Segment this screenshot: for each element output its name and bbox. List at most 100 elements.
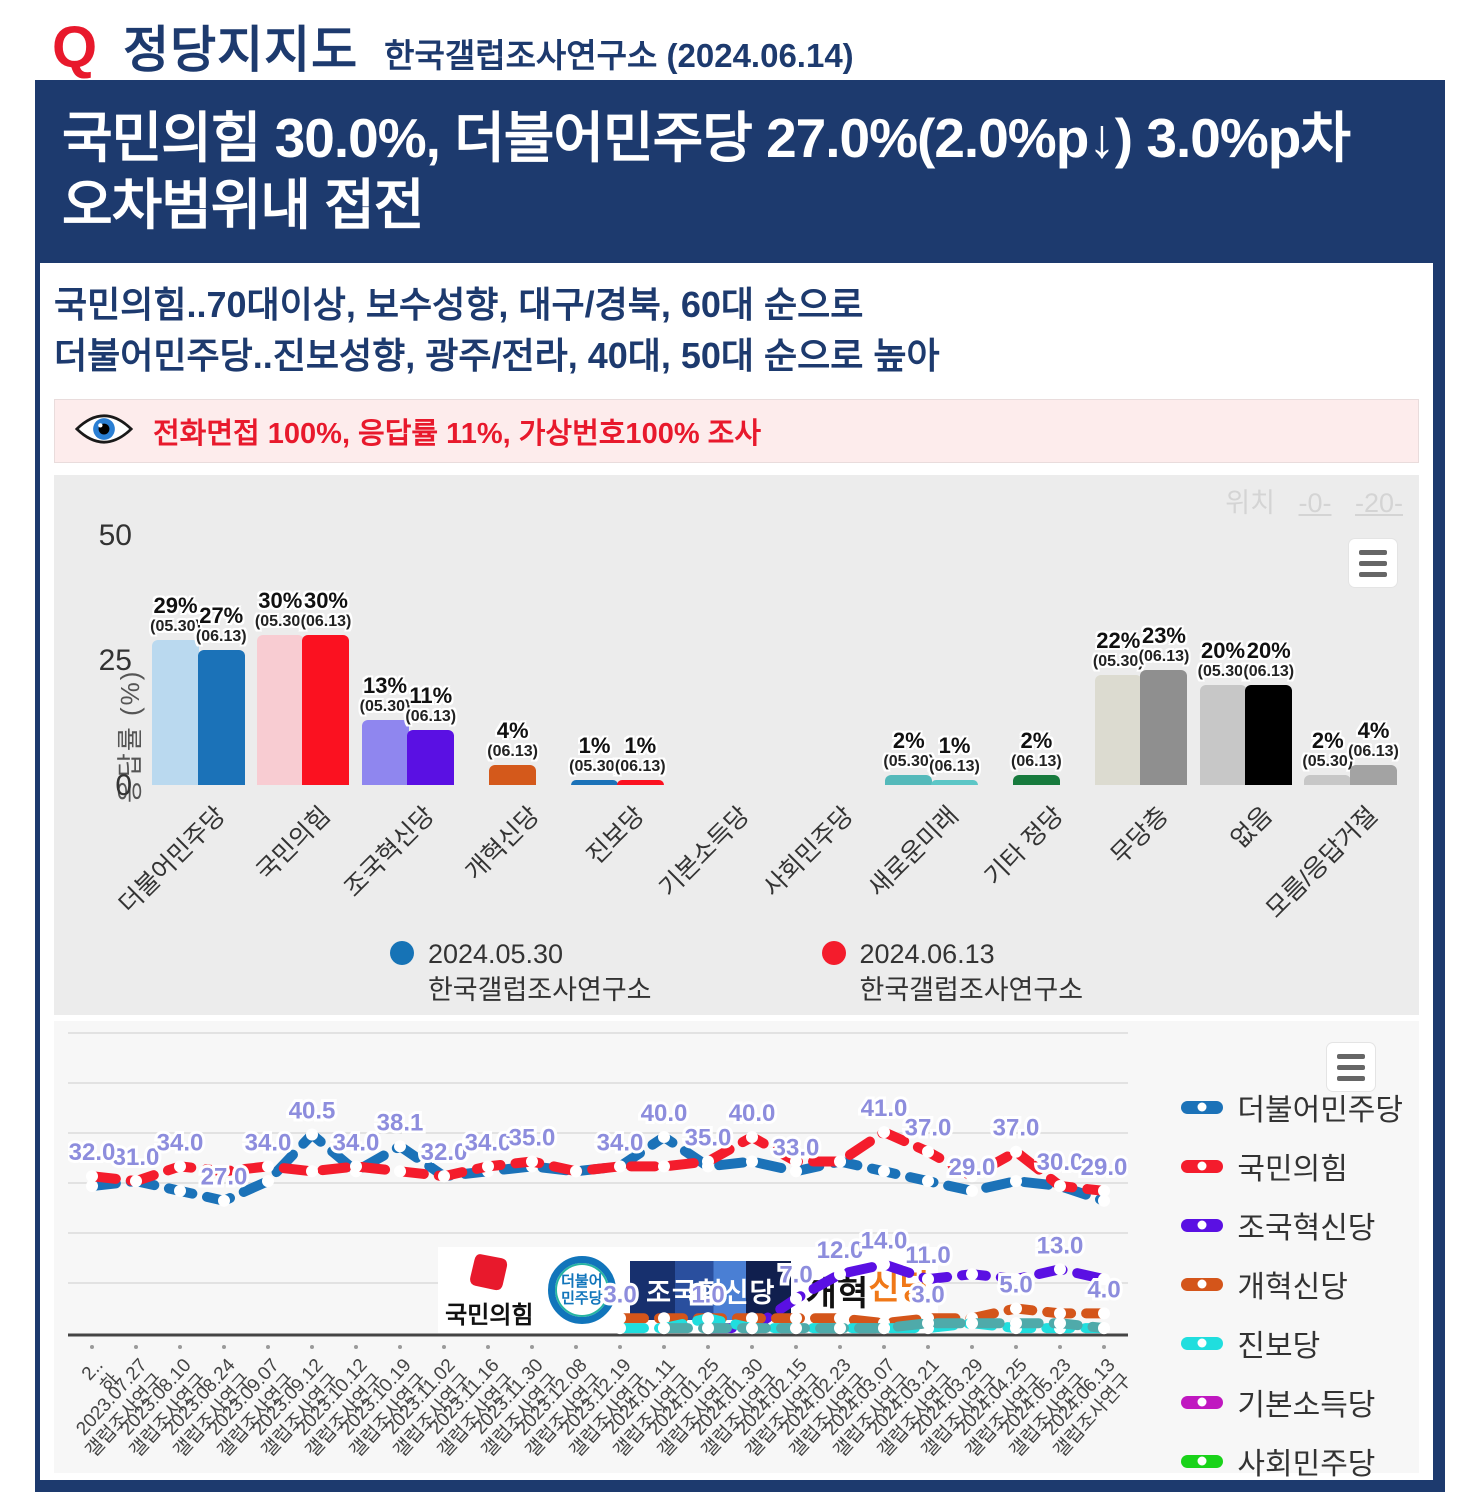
bar[interactable] [930,780,978,786]
trend-line[interactable] [703,1259,1109,1334]
bar[interactable] [1199,685,1247,786]
bar[interactable] [1094,675,1142,786]
data-point[interactable] [746,1155,758,1168]
data-point[interactable] [262,1175,274,1188]
data-point[interactable] [922,1317,934,1330]
data-point[interactable] [570,1165,582,1178]
data-point[interactable] [1098,1307,1110,1320]
data-point[interactable] [218,1195,230,1208]
data-point[interactable] [394,1165,406,1178]
data-point[interactable] [966,1185,978,1198]
data-point[interactable] [350,1160,362,1173]
bar[interactable] [1012,775,1060,786]
data-point[interactable] [834,1268,846,1281]
bar[interactable] [302,635,350,786]
data-point[interactable] [174,1185,186,1198]
data-point[interactable] [86,1170,98,1183]
data-point[interactable] [526,1155,538,1168]
data-point[interactable] [966,1317,978,1330]
data-point[interactable] [834,1312,846,1325]
bar[interactable] [152,640,200,786]
data-point[interactable] [966,1268,978,1281]
data-point[interactable] [658,1160,670,1173]
trend-legend-item[interactable]: 개혁신당 [1181,1262,1403,1306]
bar[interactable] [361,720,409,786]
data-point[interactable] [614,1312,626,1325]
data-point[interactable] [878,1165,890,1178]
bar-legend-item[interactable]: 2024.06.13 한국갤럽조사연구소 [821,937,1083,1007]
watermark-link-0[interactable]: -0- [1298,488,1332,519]
data-point[interactable] [878,1322,890,1335]
data-point[interactable] [218,1165,230,1178]
data-point[interactable] [878,1258,890,1271]
data-point[interactable] [262,1160,274,1173]
data-point[interactable] [966,1170,978,1183]
data-point[interactable] [306,1165,318,1178]
data-point[interactable] [834,1322,846,1335]
data-point[interactable] [658,1322,670,1335]
trend-legend-item[interactable]: 진보당 [1181,1321,1403,1365]
bar[interactable] [1349,765,1397,786]
data-point[interactable] [702,1312,714,1325]
data-point[interactable] [1054,1307,1066,1320]
bar[interactable] [1304,775,1352,786]
data-point[interactable] [1054,1317,1066,1330]
data-point[interactable] [1098,1273,1110,1286]
data-point[interactable] [438,1170,450,1183]
data-point[interactable] [614,1322,626,1335]
data-point[interactable] [702,1322,714,1335]
data-point[interactable] [834,1155,846,1168]
trend-legend-item[interactable]: 더불어민주당 [1181,1085,1403,1129]
bar[interactable] [571,780,619,786]
trend-legend-item[interactable]: 기본소득당 [1181,1380,1403,1424]
data-point[interactable] [790,1322,802,1335]
data-point[interactable] [746,1312,758,1325]
data-point[interactable] [746,1131,758,1144]
bar[interactable] [489,765,537,786]
data-point[interactable] [1098,1322,1110,1335]
data-point[interactable] [1010,1175,1022,1188]
data-point[interactable] [790,1312,802,1325]
bar[interactable] [1245,685,1293,786]
data-point[interactable] [174,1160,186,1173]
data-point[interactable] [130,1175,142,1188]
data-point[interactable] [1010,1146,1022,1159]
data-point[interactable] [1010,1317,1022,1330]
bar-chart-menu-button[interactable] [1349,539,1397,588]
data-point[interactable] [1098,1195,1110,1208]
data-point[interactable] [790,1155,802,1168]
data-point[interactable] [922,1146,934,1159]
data-point[interactable] [86,1180,98,1193]
watermark-link-20[interactable]: -20- [1354,488,1403,519]
data-point[interactable] [1054,1180,1066,1193]
data-point[interactable] [790,1165,802,1178]
data-point[interactable] [658,1312,670,1325]
trend-legend-item[interactable]: 조국혁신당 [1181,1203,1403,1247]
data-point[interactable] [1098,1185,1110,1198]
trend-legend-item[interactable]: 사회민주당 [1181,1439,1403,1480]
data-point[interactable] [1054,1263,1066,1276]
data-point[interactable] [790,1293,802,1306]
bar[interactable] [256,635,304,786]
bar[interactable] [616,780,664,786]
bar[interactable] [1140,670,1188,786]
data-point[interactable] [922,1175,934,1188]
trend-legend-item[interactable]: 국민의힘 [1181,1144,1403,1188]
trend-chart-menu-button[interactable] [1327,1043,1375,1092]
trend-line[interactable] [87,1127,1109,1197]
data-point[interactable] [306,1128,318,1141]
data-point[interactable] [1010,1302,1022,1315]
data-point[interactable] [658,1131,670,1144]
bar[interactable] [885,775,933,786]
data-point[interactable] [394,1140,406,1153]
data-point[interactable] [702,1155,714,1168]
bar[interactable] [197,650,245,786]
data-point[interactable] [482,1160,494,1173]
data-point[interactable] [878,1126,890,1139]
data-point[interactable] [922,1273,934,1286]
bar[interactable] [407,730,455,786]
bar-legend-item[interactable]: 2024.05.30 한국갤럽조사연구소 [389,937,652,1007]
data-point[interactable] [614,1160,626,1173]
data-point[interactable] [746,1322,758,1335]
data-point[interactable] [1010,1273,1022,1286]
